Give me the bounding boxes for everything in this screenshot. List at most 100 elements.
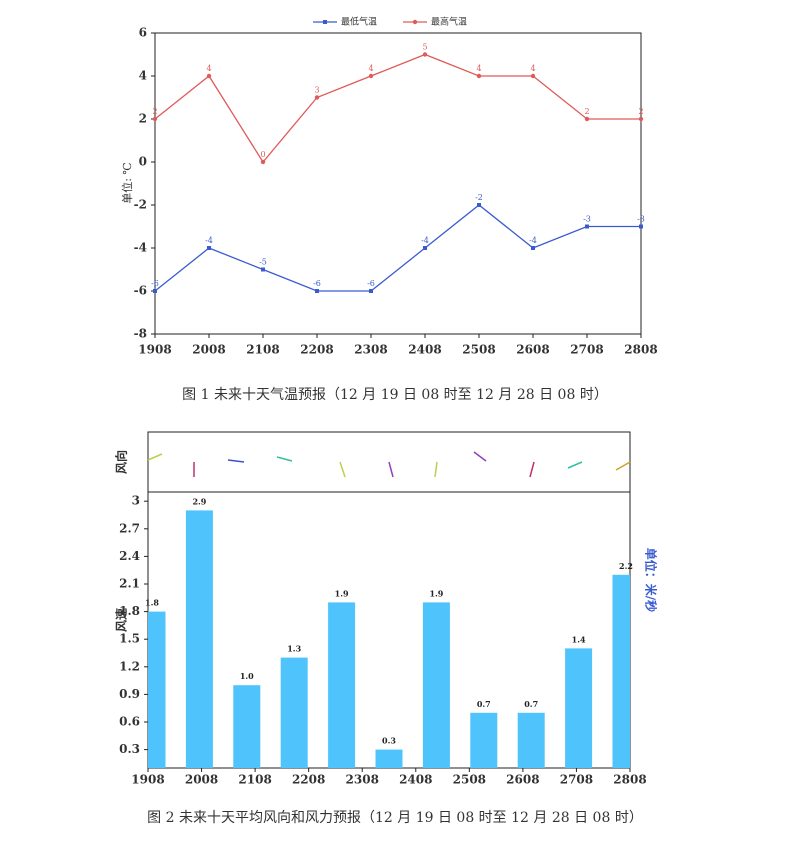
x-tick-label: 1908 [131,773,164,787]
y-tick-label: 3 [132,494,140,508]
marker [476,73,482,79]
wind-barb [339,461,346,478]
marker [260,159,266,165]
bar [517,712,545,768]
y-tick-label: 1.2 [119,659,140,673]
y-tick-label: 1.5 [119,632,140,646]
x-tick-label: 2108 [238,773,271,787]
y-tick-label: -2 [134,198,147,212]
data-label: 2 [584,107,589,116]
x-tick-label: 2208 [292,773,325,787]
data-label: -4 [529,236,537,245]
x-tick-label: 2408 [399,773,432,787]
x-tick-label: 1908 [138,343,171,357]
wind-barb [473,451,487,462]
caption: 图 2 未来十天平均风向和风力预报（12 月 19 日 08 时至 12 月 2… [147,810,643,826]
data-label: 2 [638,107,643,116]
y-tick-label: 2 [139,112,147,126]
x-tick-label: 2208 [300,343,333,357]
marker [369,289,373,293]
bar [148,611,166,768]
bars [148,510,630,768]
data-label: 5 [422,43,427,52]
data-label: 1.9 [429,588,443,598]
marker [261,267,265,272]
data-label: -6 [313,279,321,288]
bar [470,712,498,768]
bar [328,602,356,768]
y-tick-label: -4 [134,241,147,255]
data-label: 0.3 [382,736,396,746]
data-label: -4 [421,236,429,245]
bar [375,749,403,768]
data-label: 0.7 [524,699,538,709]
marker [638,116,644,122]
y-tick-label: 6 [139,26,147,40]
marker [368,73,374,79]
data-label: -6 [151,279,159,288]
data-label: -3 [637,215,645,224]
marker [585,224,589,229]
data-label: 1.3 [287,644,301,654]
legend-marker [412,19,418,25]
x-tick-label: 2008 [185,773,218,787]
panel-label: 风向 [114,450,129,474]
data-label: 1.4 [572,634,586,644]
data-label: -5 [259,258,267,267]
data-label: 4 [368,64,373,73]
data-label: -2 [475,193,483,202]
bar [565,648,593,768]
marker [530,73,536,79]
bar [280,657,308,768]
y-tick-label: 0.9 [119,687,140,701]
x-tick-label: 2508 [453,773,486,787]
data-label: 0.7 [477,699,491,709]
x-tick-label: 2608 [516,343,549,357]
marker [422,52,428,57]
wind-barb [147,453,163,461]
marker [531,246,535,250]
y-tick-label: 2.7 [119,521,140,535]
data-label: 2.9 [192,496,206,506]
x-tick-label: 2508 [462,343,495,357]
wind-barb [388,461,394,478]
x-tick-label: 2808 [613,773,646,787]
caption: 图 1 未来十天气温预报（12 月 19 日 08 时至 12 月 28 日 0… [182,387,608,403]
marker [206,73,212,79]
plot-frame [154,32,642,335]
marker [584,116,590,122]
unit-label: 单位：米/秒 [644,548,659,612]
wind-barb [434,461,438,478]
marker [152,116,158,122]
x-tick-label: 2308 [346,773,379,787]
data-label: 4 [206,64,211,73]
marker [314,95,320,100]
marker [477,203,481,207]
marker [639,224,643,229]
y-tick-label: 2.4 [119,549,140,563]
y-tick-label: 0.3 [119,742,140,756]
y-tick-label: -8 [134,327,147,341]
y-tick-label: 4 [139,69,147,83]
bar [612,574,630,768]
data-label: 4 [530,64,535,73]
y-tick-label: 2.1 [119,577,140,591]
legend-label: 最高气温 [431,16,467,28]
wind-barb [227,459,245,463]
y-axis-label: 单位: ℃ [120,162,134,204]
x-tick-label: 2808 [624,343,657,357]
bar [185,510,213,768]
x-tick-label: 2408 [408,343,441,357]
bar [422,602,450,768]
data-label: 4 [476,64,481,73]
bar [233,685,261,768]
marker [207,246,211,250]
y-tick-label: 0 [139,155,147,169]
x-tick-label: 2708 [570,343,603,357]
y-tick-label: 0.6 [119,715,140,729]
data-label: 1.0 [240,671,254,681]
wind-barb [567,461,583,469]
x-tick-label: 2108 [246,343,279,357]
data-label: 2 [152,107,157,116]
